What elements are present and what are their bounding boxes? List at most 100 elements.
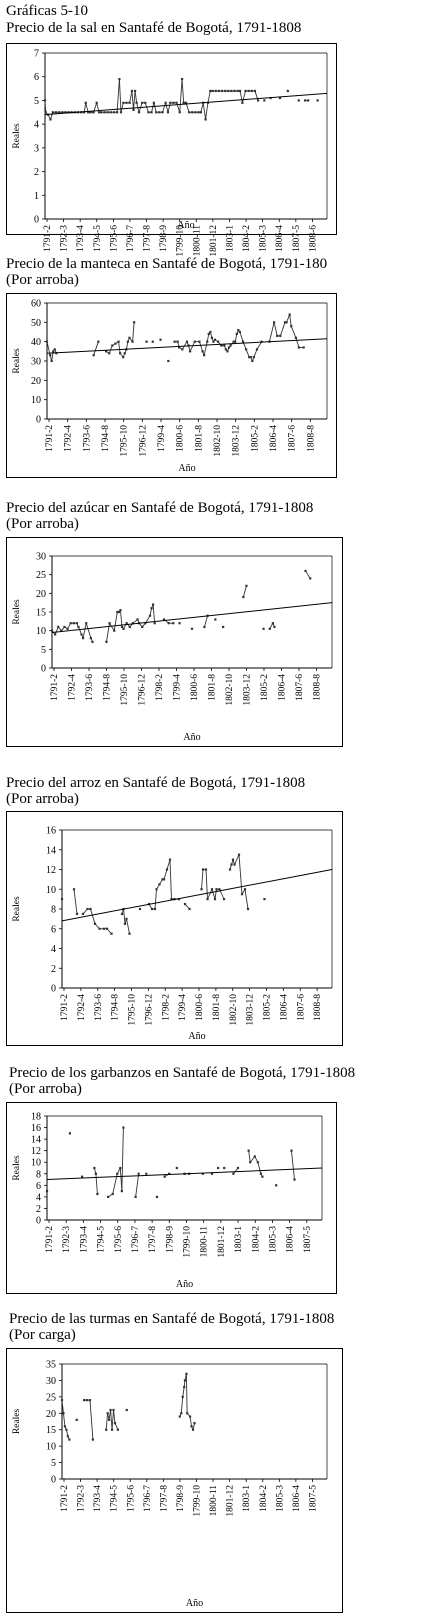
series-segment [123,908,126,924]
data-point [120,912,124,916]
data-point [119,352,122,355]
data-point [288,313,291,316]
data-point [307,99,310,102]
y-tick-label: 35 [46,1360,56,1371]
data-point [118,77,121,81]
series-segment [125,341,129,350]
data-point [259,1172,262,1175]
data-point [220,89,224,93]
y-tick-label: 10 [31,1158,41,1169]
x-tick-label: 1805-2 [250,425,260,452]
data-point [245,584,248,587]
data-point [193,340,196,343]
data-point [177,898,181,901]
data-point [242,595,245,599]
data-point [116,610,119,614]
data-point [89,111,92,114]
chart-frame-3: 0 5 10 15 20 25 30 1791-2 1792-4 1793-6 1794-8 1795… [6,537,343,747]
y-tick-label: 40 [31,337,41,348]
data-point [263,99,266,102]
data-point [145,1172,148,1175]
data-point [276,334,279,337]
chart-title-block-1: Precio de la sal en Santafé de Bogotá, 1… [6,20,301,36]
data-point [67,111,70,114]
data-point [309,577,312,580]
series-segment [61,1400,64,1414]
data-point [246,907,250,911]
series-segment [95,1173,98,1195]
data-point [190,627,194,630]
data-point [178,346,181,349]
data-point [214,618,217,621]
series-segment [234,854,240,865]
data-point [155,1195,159,1198]
x-tick-label: 1805-3 [259,225,269,252]
data-point [126,340,129,343]
data-point [224,89,227,93]
data-point [197,111,200,114]
series-segment [189,341,196,352]
data-point [123,352,126,355]
data-point [231,858,235,861]
series-segment [201,869,204,890]
y-tick-label: 16 [46,826,56,837]
data-point [255,348,259,351]
series-segment [200,102,204,113]
data-point [215,888,218,891]
x-tick-label: 1796-7 [126,225,136,252]
x-tick-label: 1796-7 [131,1226,141,1253]
x-tick-label: 1806-4 [286,1226,296,1253]
data-point [226,350,229,353]
data-point [248,356,251,359]
y-tick-label: 15 [46,1425,56,1436]
x-tick-label: 1791-2 [43,225,53,252]
data-point [128,336,131,339]
x-tick-label: 1793-4 [93,1485,103,1512]
data-point [132,108,135,112]
data-point [63,625,66,629]
x-axis-label: Año [176,1279,193,1290]
series-segment [132,322,135,342]
data-point [273,321,276,324]
data-point [172,101,175,104]
data-point [209,330,212,334]
data-point [223,1166,226,1170]
data-point [102,927,106,930]
x-tick-label: 1799-4 [157,425,167,452]
data-point [241,340,245,343]
data-point [125,622,128,625]
data-point [247,1149,250,1152]
data-point [151,340,154,343]
data-point [145,340,148,343]
data-point [153,907,157,911]
y-tick-label: 16 [31,1123,41,1134]
data-point [66,1435,69,1438]
chart-subtitle: (Por carga) [9,1327,76,1343]
data-point [184,101,188,104]
data-point [107,1195,110,1198]
x-tick-label: 1792-4 [77,994,87,1021]
series-segment [144,102,149,113]
data-point [222,625,225,629]
trend-line [46,1167,323,1181]
data-point [302,346,305,349]
data-series [45,1126,296,1198]
data-point [252,356,255,359]
series-segment [207,90,211,103]
data-point [119,1166,122,1170]
chart-title-block-4: Precio del arroz en Santafé de Bogotá, 1… [6,775,305,807]
series-segment [73,889,78,914]
data-point [113,1422,117,1425]
data-point [63,1425,67,1428]
data-point [80,633,83,636]
y-tick-label: 0 [34,215,39,226]
data-point [183,1379,187,1382]
x-tick-label: 1791-2 [45,425,55,452]
data-point [256,99,260,102]
data-point [206,898,209,901]
series-segment [253,349,258,358]
series-segment [189,1416,193,1427]
data-point [130,89,134,93]
data-point [199,111,202,114]
